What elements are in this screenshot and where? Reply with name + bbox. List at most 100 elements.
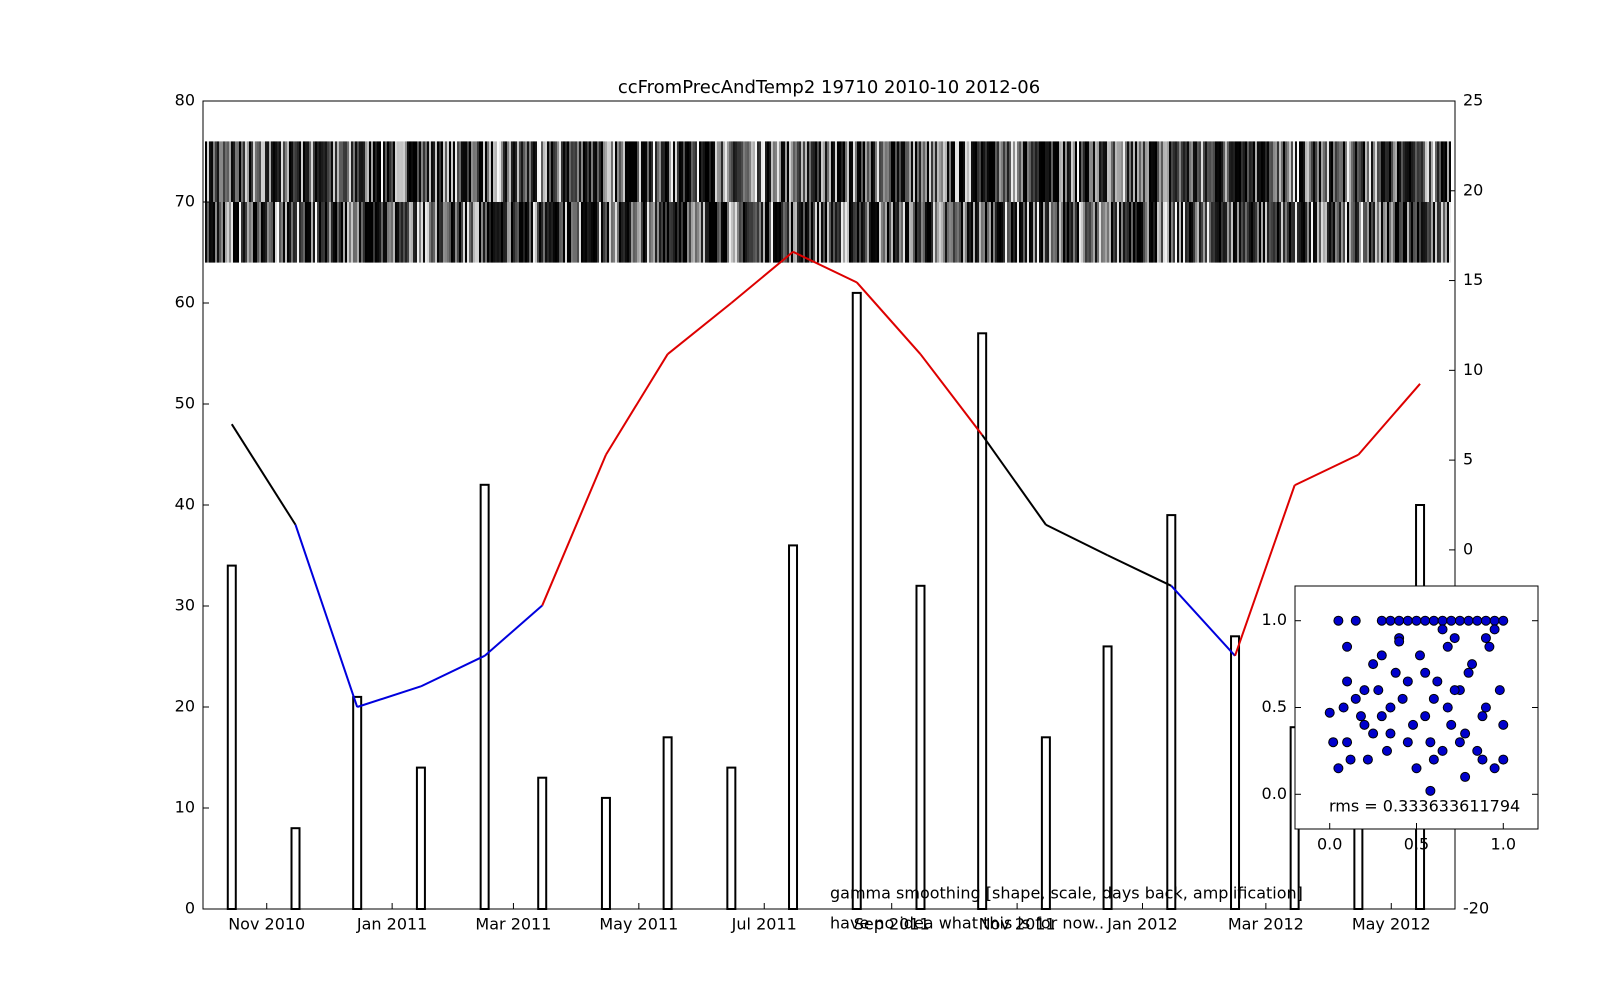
band-stripe [569, 141, 571, 202]
band-stripe [1183, 141, 1185, 202]
band-stripe [347, 141, 349, 202]
band-stripe [945, 202, 947, 263]
band-stripe [309, 202, 311, 263]
band-stripe [1257, 202, 1259, 263]
band-stripe [283, 141, 285, 202]
band-stripe [997, 202, 999, 263]
band-stripe [605, 141, 607, 202]
scatter-point [1428, 615, 1439, 626]
band-stripe [1281, 202, 1283, 263]
band-stripe [995, 202, 997, 263]
band-stripe [329, 141, 331, 202]
band-stripe [1427, 141, 1429, 202]
band-stripe [1089, 141, 1091, 202]
band-stripe [429, 141, 431, 202]
band-stripe [505, 202, 507, 263]
band-stripe [605, 202, 607, 263]
band-stripe [687, 202, 689, 263]
band-stripe [889, 202, 891, 263]
band-stripe [663, 202, 665, 263]
band-stripe [1339, 202, 1341, 263]
band-stripe [519, 202, 521, 263]
band-stripe [717, 141, 719, 202]
band-stripe [509, 141, 511, 202]
band-stripe [1399, 141, 1401, 202]
band-stripe [1263, 202, 1265, 263]
band-stripe [905, 141, 907, 202]
band-stripe [1241, 141, 1243, 202]
band-stripe [1081, 141, 1083, 202]
band-stripe [225, 141, 227, 202]
band-stripe [1319, 141, 1321, 202]
bar [600, 796, 611, 911]
band-stripe [289, 202, 291, 263]
band-stripe [739, 141, 741, 202]
scatter-point [1454, 737, 1465, 748]
band-stripe [969, 141, 971, 202]
band-stripe [433, 141, 435, 202]
band-stripe [569, 202, 571, 263]
band-stripe [231, 202, 233, 263]
band-stripe [243, 141, 245, 202]
band-stripe [1077, 202, 1079, 263]
band-stripe [477, 202, 479, 263]
y-tick-label: 0 [185, 899, 195, 918]
band-stripe [817, 202, 819, 263]
band-stripe [397, 141, 399, 202]
band-stripe [313, 141, 315, 202]
band-stripe [495, 141, 497, 202]
band-stripe [951, 141, 953, 202]
band-stripe [1221, 141, 1223, 202]
band-stripe [803, 202, 805, 263]
band-stripe [609, 141, 611, 202]
band-stripe [1193, 141, 1195, 202]
band-stripe [291, 202, 293, 263]
band-stripe [1285, 202, 1287, 263]
x-tick-label: May 2011 [599, 915, 678, 934]
band-stripe [735, 141, 737, 202]
band-stripe [561, 141, 563, 202]
scatter-point [1368, 728, 1379, 739]
band-stripe [1011, 202, 1013, 263]
band-stripe [1113, 202, 1115, 263]
band-stripe [863, 141, 865, 202]
band-stripe [647, 202, 649, 263]
band-stripe [1333, 202, 1335, 263]
band-stripe [1173, 202, 1175, 263]
band-stripe [323, 141, 325, 202]
band-stripe [319, 202, 321, 263]
band-stripe [609, 202, 611, 263]
band-stripe [771, 202, 773, 263]
band-stripe [1143, 141, 1145, 202]
band-stripe [1245, 202, 1247, 263]
scatter-point [1425, 785, 1436, 796]
band-stripe [855, 141, 857, 202]
band-stripe [837, 202, 839, 263]
band-stripe [1055, 141, 1057, 202]
band-stripe [1269, 141, 1271, 202]
band-stripe [993, 141, 995, 202]
scatter-point [1437, 745, 1448, 756]
band-stripe [969, 202, 971, 263]
band-stripe [489, 202, 491, 263]
band-stripe [1223, 202, 1225, 263]
band-stripe [931, 141, 933, 202]
band-stripe [563, 202, 565, 263]
band-stripe [1103, 141, 1105, 202]
band-stripe [1411, 141, 1413, 202]
band-stripe [447, 202, 449, 263]
band-stripe [1003, 202, 1005, 263]
band-stripe [893, 202, 895, 263]
band-stripe [631, 202, 633, 263]
band-stripe [1347, 202, 1349, 263]
band-stripe [469, 141, 471, 202]
band-stripe [935, 141, 937, 202]
band-stripe [1361, 141, 1363, 202]
band-stripe [597, 202, 599, 263]
band-stripe [1425, 141, 1427, 202]
band-stripe [881, 202, 883, 263]
band-stripe [1079, 202, 1081, 263]
band-stripe [839, 141, 841, 202]
band-stripe [771, 141, 773, 202]
band-stripe [1183, 202, 1185, 263]
